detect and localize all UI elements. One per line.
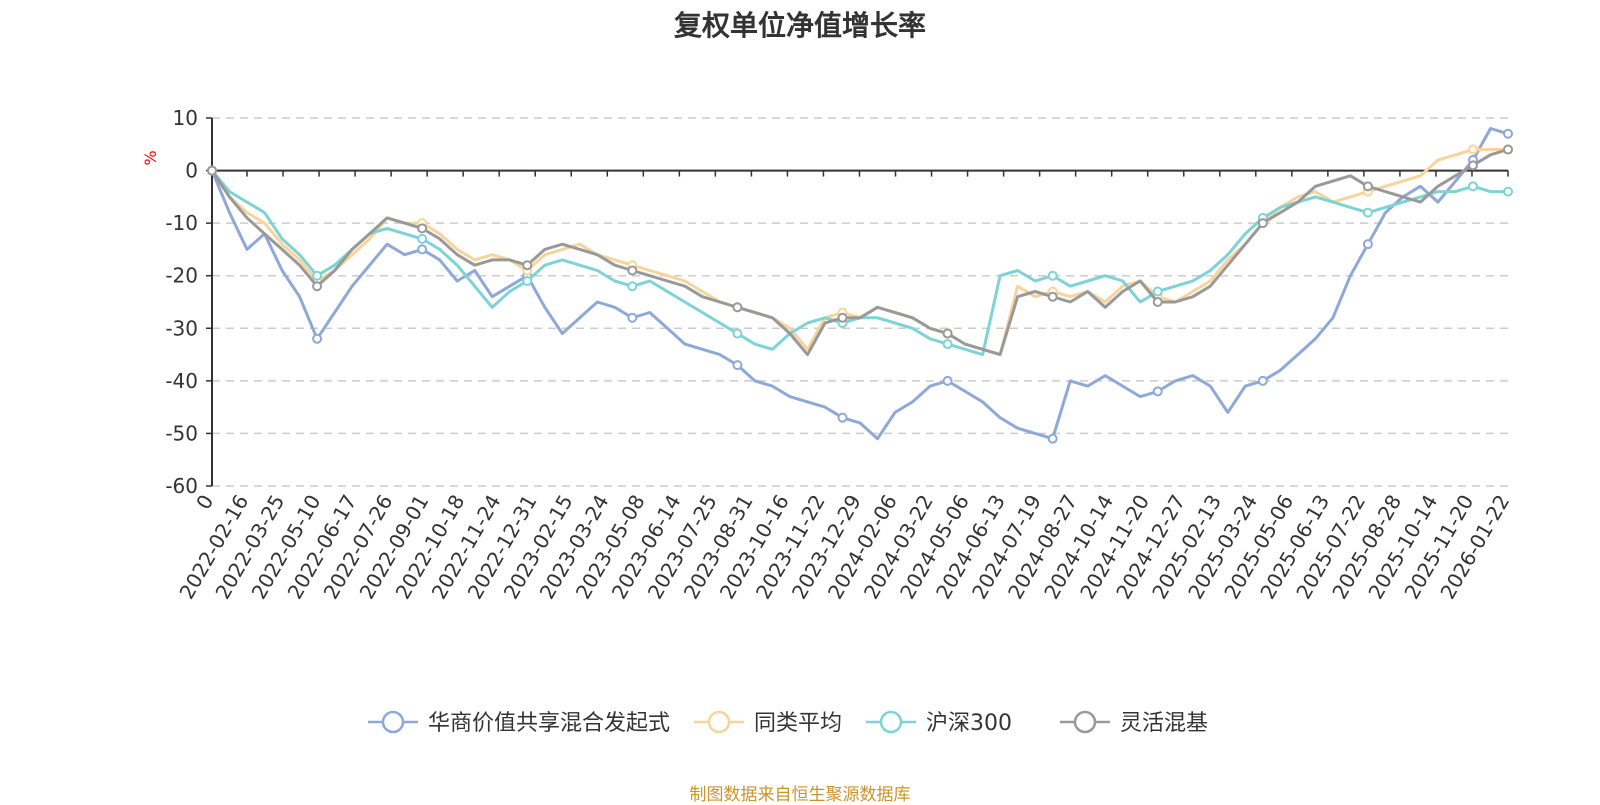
legend-marker-1 <box>707 710 731 734</box>
series-0-point-12 <box>417 244 428 255</box>
series-2-point-24 <box>627 281 638 292</box>
series-2-point-6 <box>312 270 323 281</box>
y-tick-label-7: -60 <box>165 474 198 498</box>
series-3-point-12 <box>417 223 428 234</box>
series-0-point-74 <box>1503 128 1513 139</box>
series-0-point-66 <box>1362 239 1373 250</box>
legend-label-3: 灵活混基 <box>1120 711 1208 736</box>
y-tick-label-2: -10 <box>165 211 198 235</box>
series-0-point-48 <box>1047 433 1058 444</box>
legend-item-1: 同类平均 <box>694 710 842 736</box>
series-3-point-36 <box>837 312 848 323</box>
series-2-point-48 <box>1047 270 1058 281</box>
series-3-point-6 <box>312 281 323 292</box>
series-3-point-74 <box>1503 144 1513 155</box>
series-0-point-42 <box>942 375 953 386</box>
series-3-point-0 <box>207 165 217 176</box>
series-0-point-60 <box>1257 375 1268 386</box>
series-2-point-74 <box>1503 186 1513 197</box>
legend-item-2: 沪深300 <box>866 710 1012 736</box>
legend-item-3: 灵活混基 <box>1060 710 1208 736</box>
x-tick-label-0: 0 <box>191 491 218 514</box>
series-3-point-24 <box>627 265 638 276</box>
chart-title: 复权单位净值增长率 <box>673 9 926 42</box>
series-3-point-60 <box>1257 218 1268 229</box>
y-tick-label-5: -40 <box>165 369 198 393</box>
grid-lines <box>212 117 1508 487</box>
source-note: 制图数据来自恒生聚源数据库 <box>689 785 911 805</box>
series-2-point-54 <box>1152 286 1163 297</box>
series-3-point-54 <box>1152 297 1163 307</box>
series-1-point-72 <box>1467 144 1478 155</box>
series-3-point-48 <box>1047 291 1058 302</box>
legend: 华商价值共享混合发起式 同类平均 沪深300 灵活混基 <box>368 710 1208 736</box>
y-tick-label-1: 0 <box>185 159 198 183</box>
series-2-point-30 <box>732 328 743 339</box>
series-3-point-66 <box>1362 181 1373 192</box>
series-3-point-72 <box>1467 160 1478 171</box>
series-0-point-30 <box>732 360 743 371</box>
y-tick-label-3: -20 <box>165 264 198 288</box>
series-lines <box>207 127 1513 444</box>
series-2-point-72 <box>1467 181 1478 192</box>
legend-marker-2 <box>879 710 903 734</box>
series-3-point-18 <box>522 260 533 271</box>
legend-label-2: 沪深300 <box>926 711 1012 736</box>
series-line-2 <box>210 169 1508 357</box>
series-line-3 <box>210 148 1509 357</box>
series-3-point-30 <box>732 302 743 313</box>
series-0-point-24 <box>627 312 638 323</box>
y-tick-label-6: -50 <box>165 421 198 445</box>
series-3-point-42 <box>942 328 953 339</box>
legend-marker-3 <box>1073 710 1097 734</box>
series-2-point-66 <box>1362 207 1373 218</box>
series-0-point-6 <box>312 333 323 344</box>
series-line-1 <box>210 148 1508 357</box>
y-axis-unit: % <box>141 150 160 165</box>
series-2-point-42 <box>942 339 953 350</box>
legend-label-0: 华商价值共享混合发起式 <box>428 711 670 736</box>
series-2-point-12 <box>417 233 428 244</box>
legend-marker-0 <box>381 710 405 734</box>
series-2-point-18 <box>522 275 533 286</box>
y-tick-label-0: 10 <box>173 106 198 130</box>
legend-label-1: 同类平均 <box>754 711 842 736</box>
legend-item-0: 华商价值共享混合发起式 <box>368 710 670 736</box>
axes: 100-10-20-30-40-50-60%02022-02-162022-03… <box>141 106 1514 603</box>
series-0-point-36 <box>837 412 848 423</box>
series-0-point-54 <box>1152 386 1163 397</box>
y-tick-label-4: -30 <box>165 316 198 340</box>
series-line-0 <box>210 127 1509 441</box>
